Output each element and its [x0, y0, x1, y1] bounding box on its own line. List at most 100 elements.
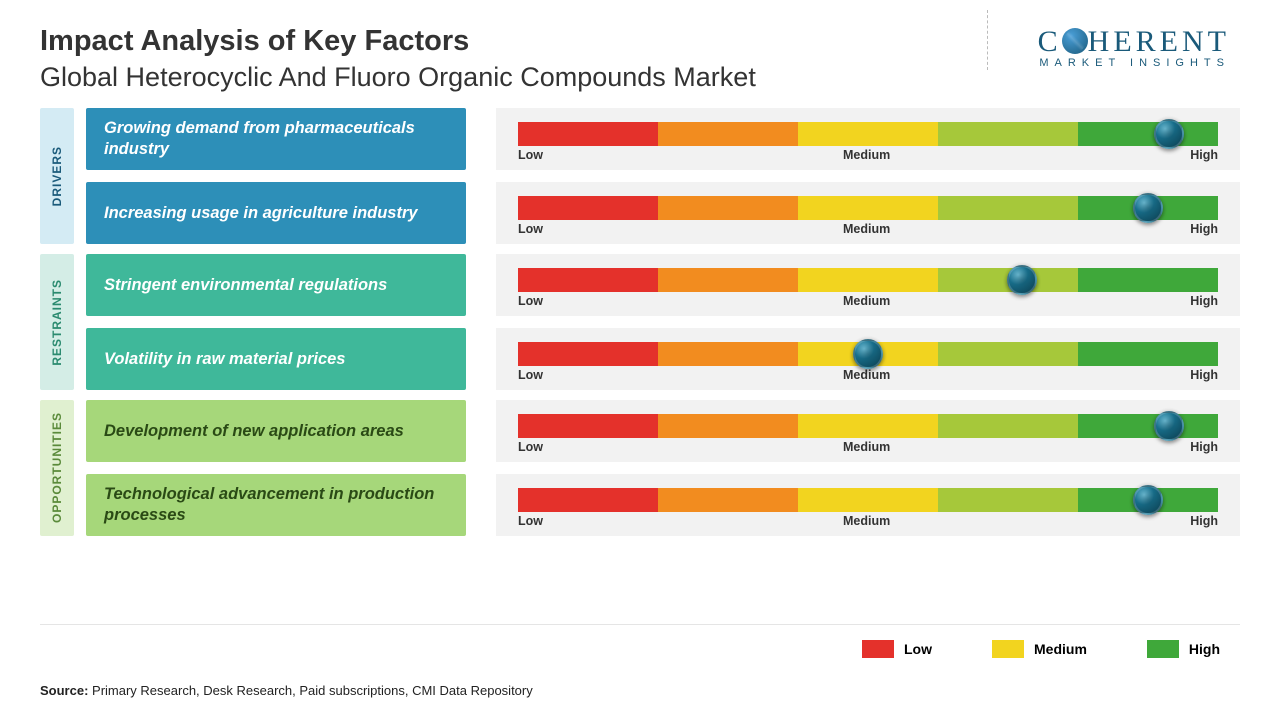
- gauge-segment: [798, 122, 938, 146]
- gauge-segment: [798, 488, 938, 512]
- gauge-axis-label: Low: [518, 222, 543, 236]
- header: Impact Analysis of Key Factors Global He…: [0, 0, 1280, 108]
- factor-row: Volatility in raw material prices LowMedi…: [86, 328, 1240, 390]
- gauge-marker-icon: [1154, 411, 1184, 441]
- gauge-bar: [518, 268, 1218, 292]
- factor-label: Increasing usage in agriculture industry: [86, 182, 466, 244]
- gauge-segment: [518, 268, 658, 292]
- gauge-segment: [658, 488, 798, 512]
- gauge-axis: Low Medium High: [518, 440, 1218, 454]
- gauge-segment: [938, 488, 1078, 512]
- gauge-axis-label: High: [1190, 514, 1218, 528]
- gauge-axis-label: High: [1190, 440, 1218, 454]
- gauge-segment: [1078, 268, 1218, 292]
- gauge-segment: [798, 414, 938, 438]
- factor-row: Technological advancement in production …: [86, 474, 1240, 536]
- gauge-segment: [658, 196, 798, 220]
- factor-label: Development of new application areas: [86, 400, 466, 462]
- legend-low: Low: [862, 640, 932, 658]
- title-block: Impact Analysis of Key Factors Global He…: [40, 25, 1038, 93]
- sub-title: Global Heterocyclic And Fluoro Organic C…: [40, 62, 1038, 93]
- gauge-axis-label: Medium: [843, 294, 890, 308]
- gauge-axis-label: High: [1190, 222, 1218, 236]
- source-text: Primary Research, Desk Research, Paid su…: [92, 683, 533, 698]
- globe-icon: [1062, 28, 1088, 54]
- legend-low-swatch: [862, 640, 894, 658]
- impact-gauge: LowMediumHigh: [496, 328, 1240, 390]
- gauge-axis: Low Medium High: [518, 222, 1218, 236]
- gauge-marker-icon: [853, 339, 883, 369]
- brand-logo: CHERENT MARKET INSIGHTS: [1038, 25, 1240, 69]
- gauge-segment: [518, 488, 658, 512]
- gauge-axis-label: High: [1190, 294, 1218, 308]
- category-tab: OPPORTUNITIES: [40, 400, 74, 536]
- gauge-segment: [798, 268, 938, 292]
- gauge-axis-label: Medium: [843, 514, 890, 528]
- factor-row: Development of new application areas Low M…: [86, 400, 1240, 462]
- gauge-segment: [658, 342, 798, 366]
- gauge-bar: [518, 122, 1218, 146]
- gauge-segment: [518, 414, 658, 438]
- gauge-axis-label: Low: [518, 148, 543, 162]
- gauge-axis-label: Medium: [843, 440, 890, 454]
- category-tab-label: RESTRAINTS: [50, 279, 64, 366]
- category-group: DRIVERS Growing demand from pharmaceutica…: [40, 108, 1240, 244]
- factor-row: Stringent environmental regulationsLowMe…: [86, 254, 1240, 316]
- gauge-marker-icon: [1133, 193, 1163, 223]
- gauge-segment: [1078, 414, 1218, 438]
- gauge-segment: [518, 342, 658, 366]
- legend: Low Medium High: [862, 640, 1220, 658]
- gauge-axis-label: Medium: [843, 148, 890, 162]
- logo-tagline: MARKET INSIGHTS: [1038, 57, 1230, 69]
- source-prefix: Source:: [40, 683, 88, 698]
- gauge-bar: [518, 196, 1218, 220]
- category-group: RESTRAINTS Stringent environmental regula…: [40, 254, 1240, 390]
- category-tab-label: OPPORTUNITIES: [50, 412, 64, 523]
- category-group: OPPORTUNITIES Development of new applicat…: [40, 400, 1240, 536]
- legend-high: High: [1147, 640, 1220, 658]
- factor-row: Growing demand from pharmaceuticals indu…: [86, 108, 1240, 170]
- legend-medium: Medium: [992, 640, 1087, 658]
- gauge-marker-icon: [1007, 265, 1037, 295]
- factor-label: Growing demand from pharmaceuticals indu…: [86, 108, 466, 170]
- impact-gauge: Low Medium High: [496, 400, 1240, 462]
- factor-rows: Development of new application areas Low M…: [86, 400, 1240, 536]
- decorative-divider: [987, 10, 988, 70]
- source-note: Source: Primary Research, Desk Research,…: [40, 683, 533, 698]
- gauge-axis: Low Medium High: [518, 294, 1218, 308]
- gauge-segment: [938, 122, 1078, 146]
- factors-content: DRIVERS Growing demand from pharmaceutica…: [0, 108, 1280, 536]
- gauge-bar: [518, 342, 1218, 366]
- gauge-axis-label: Low: [518, 368, 543, 382]
- legend-medium-label: Medium: [1034, 641, 1087, 657]
- gauge-segment: [518, 122, 658, 146]
- legend-high-label: High: [1189, 641, 1220, 657]
- impact-gauge: LowMediumHigh: [496, 108, 1240, 170]
- gauge-marker-icon: [1154, 119, 1184, 149]
- factor-rows: Stringent environmental regulationsLowMe…: [86, 254, 1240, 390]
- gauge-axis: LowMediumHigh: [518, 148, 1218, 162]
- category-tab-label: DRIVERS: [50, 146, 64, 206]
- gauge-bar: [518, 488, 1218, 512]
- gauge-axis-label: Low: [518, 440, 543, 454]
- gauge-segment: [938, 196, 1078, 220]
- gauge-marker-icon: [1133, 485, 1163, 515]
- gauge-segment: [658, 122, 798, 146]
- impact-gauge: Low Medium High: [496, 474, 1240, 536]
- logo-text: CHERENT: [1038, 25, 1230, 59]
- separator-line: [40, 624, 1240, 625]
- main-title: Impact Analysis of Key Factors: [40, 25, 1038, 58]
- category-tab: DRIVERS: [40, 108, 74, 244]
- gauge-axis-label: Low: [518, 514, 543, 528]
- gauge-segment: [938, 342, 1078, 366]
- factor-label: Technological advancement in production …: [86, 474, 466, 536]
- gauge-axis-label: Medium: [843, 222, 890, 236]
- gauge-segment: [658, 414, 798, 438]
- gauge-axis-label: Low: [518, 294, 543, 308]
- factor-rows: Growing demand from pharmaceuticals indu…: [86, 108, 1240, 244]
- gauge-segment: [798, 196, 938, 220]
- legend-low-label: Low: [904, 641, 932, 657]
- gauge-segment: [938, 414, 1078, 438]
- factor-label: Volatility in raw material prices: [86, 328, 466, 390]
- gauge-axis: Low Medium High: [518, 514, 1218, 528]
